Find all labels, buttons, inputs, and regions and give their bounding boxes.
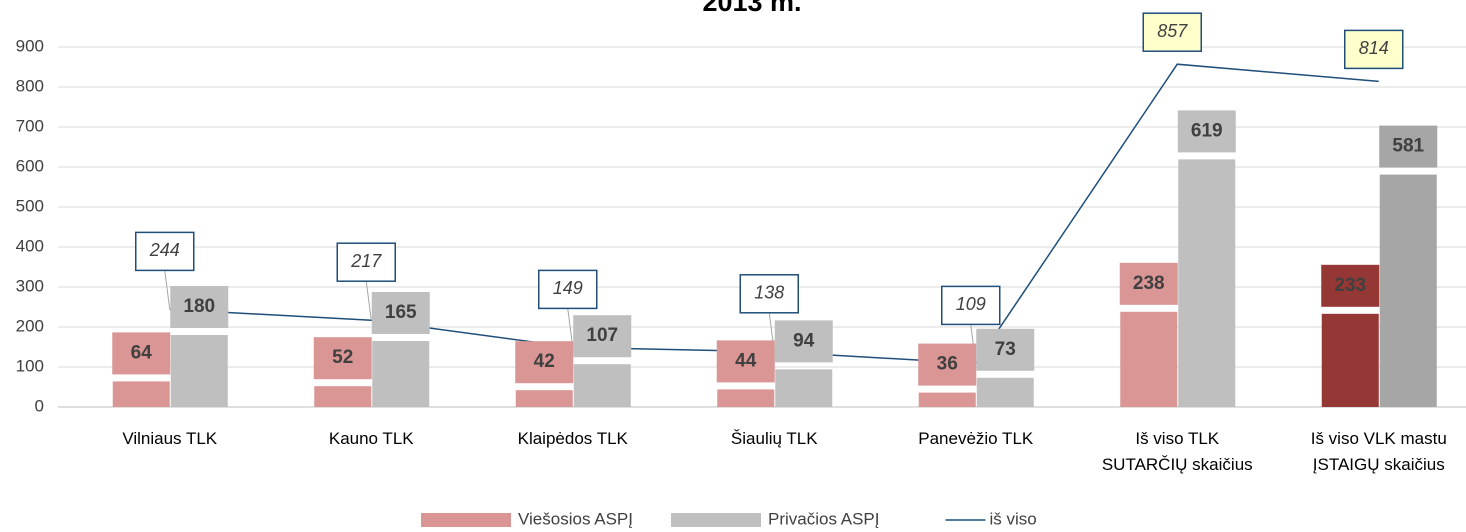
bar [515,390,573,407]
leader-line [567,308,574,348]
y-tick-label: 600 [16,156,44,175]
x-tick-label: Šiaulių TLK [730,429,818,448]
y-tick-label: 900 [16,36,44,55]
data-label-box [112,332,171,375]
data-label-box [135,231,195,272]
leader-line [164,270,171,310]
legend-label: Viešosios ASPĮ [518,509,633,528]
bar [717,389,775,407]
y-tick-label: 300 [16,276,44,295]
bar [112,381,170,407]
data-label-box [918,343,977,386]
data-label: 238 [1133,273,1165,294]
data-label-box [1142,12,1202,52]
data-label-box [1344,29,1404,70]
bar [1120,311,1178,407]
data-label: 138 [754,283,784,303]
data-label: 94 [793,330,815,351]
data-label: 233 [1334,275,1366,296]
data-label: 217 [350,251,382,271]
data-label-box [170,286,229,328]
data-label: 180 [183,296,215,317]
data-label-box [1177,110,1236,153]
x-tick-label: Kauno TLK [328,429,414,448]
y-tick-label: 0 [35,396,44,415]
x-tick-label: Klaipėdos TLK [517,429,628,448]
bar [775,369,833,407]
data-label-box [739,274,799,314]
data-label-box [1379,125,1438,168]
data-label-box [774,320,833,363]
data-label-box [716,340,775,383]
data-label-box [313,337,372,380]
data-label: 814 [1359,38,1389,58]
y-tick-label: 700 [16,116,44,135]
y-tick-label: 800 [16,76,44,95]
bar [1379,174,1437,407]
y-tick-label: 200 [16,316,44,335]
data-label: 36 [937,354,958,375]
y-tick-label: 400 [16,236,44,255]
bar [1178,159,1236,407]
legend-label: Privačios ASPĮ [768,509,880,528]
y-tick-label: 500 [16,196,44,215]
data-label-box [976,328,1035,371]
data-label-box [573,315,632,358]
data-label: 581 [1392,136,1424,157]
data-label-box [515,341,574,384]
legend-swatch [421,513,511,527]
leader-line [365,281,372,321]
bar [170,335,228,407]
data-label-box [1119,262,1178,305]
data-label-box [941,285,1001,326]
data-label-box [336,242,396,282]
x-tick-label: Iš viso TLK SUTARČIŲ skaičius [1101,429,1253,474]
bar [918,392,976,407]
legend-label: iš viso [989,509,1036,528]
legend-swatch [670,513,761,527]
x-tick-label: Vilniaus TLK [122,429,218,448]
x-tick-label: Iš viso VLK mastu ĮSTAIGŲ skaičius [1310,429,1447,474]
data-label: 107 [586,325,618,346]
data-label: 109 [956,294,986,314]
y-tick-label: 100 [16,356,44,375]
bar [573,364,631,407]
data-label-box [538,269,598,310]
data-label: 857 [1157,21,1188,41]
data-label: 42 [534,351,555,372]
data-label: 64 [131,342,153,363]
bar [372,341,430,407]
chart-title: 2013 m. [702,0,801,17]
data-label: 73 [995,339,1016,360]
data-label: 149 [553,278,583,298]
data-label: 244 [149,240,180,260]
data-label: 44 [735,350,757,371]
bar [314,386,372,407]
data-label: 165 [385,302,417,323]
data-label: 619 [1191,120,1223,141]
data-label-box [1321,264,1380,307]
bar [1321,313,1379,407]
x-tick-label: Panevėžio TLK [918,429,1034,448]
data-label: 52 [332,347,353,368]
data-label-box [371,292,430,334]
bar [976,377,1034,407]
